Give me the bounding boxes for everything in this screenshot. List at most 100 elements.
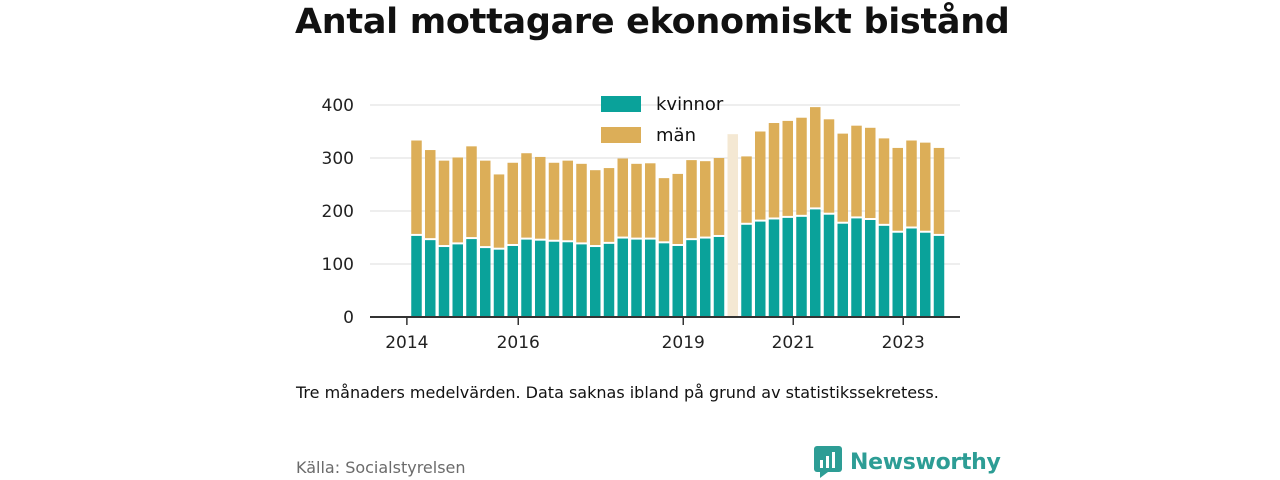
bar-man <box>466 146 477 238</box>
bar-kvinnor <box>823 214 835 317</box>
bar-man <box>548 162 560 240</box>
y-tick-label: 0 <box>343 308 354 328</box>
bar-man <box>892 147 903 231</box>
bar-chart-speech-bubble-icon <box>814 446 842 478</box>
bar-kvinnor <box>878 225 890 317</box>
bar-kvinnor <box>603 243 615 317</box>
bar-man <box>438 160 450 246</box>
bar-kvinnor <box>906 228 917 317</box>
bar-kvinnor <box>741 224 752 317</box>
bar-man <box>658 178 670 242</box>
bar-man <box>411 140 422 234</box>
bar-man <box>562 160 573 241</box>
bar-man <box>603 168 615 242</box>
bar-kvinnor <box>686 240 697 317</box>
bar-man <box>851 125 862 217</box>
y-tick-label: 100 <box>322 255 354 275</box>
bar-kvinnor <box>920 232 931 317</box>
x-tick-label: 2021 <box>772 333 815 353</box>
bar-man <box>686 160 697 239</box>
bar-man <box>617 158 628 237</box>
bar-kvinnor <box>768 219 780 317</box>
bar-man <box>920 142 931 231</box>
stacked-bar-chart: 0 100 200 300 400 2014 2016 2019 2021 2023 kvinno… <box>322 94 960 353</box>
bar-kvinnor <box>700 238 711 317</box>
x-tick-label: 2023 <box>882 333 925 353</box>
bar-kvinnor <box>851 218 862 317</box>
bar-man <box>521 153 532 238</box>
legend: kvinnor män <box>601 94 724 146</box>
source-credit: Källa: Socialstyrelsen <box>296 458 466 477</box>
y-tick-label: 300 <box>322 149 354 169</box>
bar-kvinnor <box>452 244 463 317</box>
legend-label: kvinnor <box>656 94 724 115</box>
bar-man <box>590 170 601 246</box>
bar-man <box>768 123 780 218</box>
bar-kvinnor <box>631 239 642 317</box>
bar-kvinnor <box>493 249 505 317</box>
bar-kvinnor <box>562 242 573 317</box>
bar-kvinnor <box>507 245 518 317</box>
brand-logo[interactable]: Newsworthy <box>814 446 1001 478</box>
bar-man <box>493 174 505 248</box>
axes: 0 100 200 300 400 2014 2016 2019 2021 2023 <box>322 96 960 353</box>
chart-note: Tre månaders medelvärden. Data saknas ib… <box>296 383 939 402</box>
bar-man <box>755 131 766 220</box>
bar-man <box>672 173 683 244</box>
bar-man <box>425 150 436 239</box>
bar-man <box>823 119 835 213</box>
bar-kvinnor <box>411 235 422 317</box>
bar-kvinnor <box>892 232 903 317</box>
bar-kvinnor <box>425 240 436 317</box>
bar-man <box>713 158 725 235</box>
bar-man <box>507 162 518 244</box>
brand-name: Newsworthy <box>850 449 1001 475</box>
bar-kvinnor <box>535 240 546 317</box>
bar-kvinnor <box>713 236 725 317</box>
x-tick-label: 2016 <box>497 333 540 353</box>
bar-kvinnor <box>480 248 491 317</box>
bar-missing <box>727 134 738 317</box>
bar-man <box>576 163 587 243</box>
bar-man <box>878 138 890 224</box>
bar-kvinnor <box>576 244 587 317</box>
bar-kvinnor <box>865 220 876 317</box>
bar-man <box>452 157 463 243</box>
bar-kvinnor <box>755 221 766 317</box>
legend-swatch <box>601 127 641 143</box>
bar-man <box>480 160 491 247</box>
bar-man <box>837 133 848 222</box>
bar-man <box>865 127 876 219</box>
bar-man <box>810 107 821 208</box>
y-tick-label: 400 <box>322 96 354 116</box>
bars <box>411 107 945 317</box>
chart-title: Antal mottagare ekonomiskt bistånd <box>295 2 1010 42</box>
bar-kvinnor <box>521 239 532 317</box>
bar-man <box>933 147 945 234</box>
bar-man <box>906 140 917 227</box>
bar-man <box>700 161 711 237</box>
bar-man <box>741 156 752 223</box>
legend-swatch <box>601 96 641 112</box>
bar-kvinnor <box>645 239 656 317</box>
bar-kvinnor <box>782 217 793 317</box>
bar-man <box>645 163 656 238</box>
bar-kvinnor <box>548 241 560 317</box>
bar-kvinnor <box>617 238 628 317</box>
x-tick-label: 2019 <box>662 333 705 353</box>
bar-kvinnor <box>810 209 821 317</box>
y-tick-label: 200 <box>322 202 354 222</box>
bar-kvinnor <box>658 243 670 317</box>
legend-label: män <box>656 125 696 146</box>
bar-kvinnor <box>438 247 450 317</box>
bar-kvinnor <box>466 239 477 317</box>
bar-kvinnor <box>796 216 807 317</box>
bar-kvinnor <box>672 245 683 317</box>
bar-man <box>535 156 546 239</box>
bar-kvinnor <box>837 223 848 317</box>
bar-kvinnor <box>933 235 945 317</box>
bar-man <box>631 163 642 238</box>
bar-kvinnor <box>590 247 601 317</box>
x-tick-label: 2014 <box>385 333 428 353</box>
bar-man <box>796 117 807 215</box>
